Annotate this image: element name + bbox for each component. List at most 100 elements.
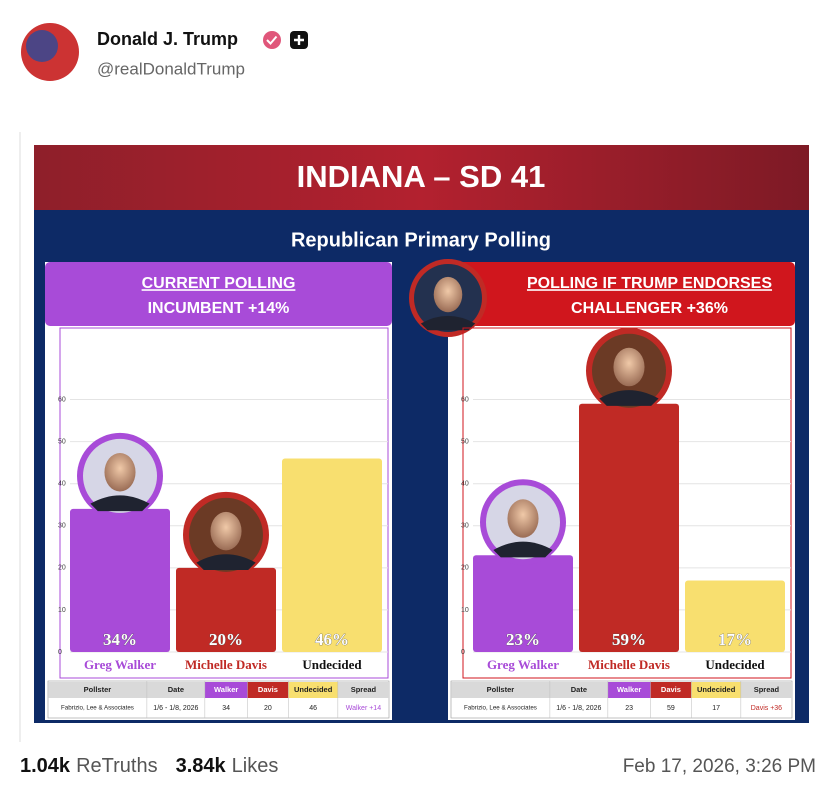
y-tick-label: 10 xyxy=(58,607,66,614)
y-tick-label: 30 xyxy=(58,523,66,530)
y-tick-label: 0 xyxy=(58,649,62,656)
table-header-cell xyxy=(337,682,389,698)
likes-count[interactable]: 3.84k xyxy=(176,755,227,777)
graphic-subtitle: Republican Primary Polling xyxy=(291,229,551,251)
handle[interactable]: @realDonaldTrump xyxy=(97,59,245,78)
bar xyxy=(176,567,276,652)
panel-title: CURRENT POLLING xyxy=(142,275,296,292)
bar xyxy=(282,458,382,652)
y-tick-label: 0 xyxy=(461,649,465,656)
category-label: Greg Walker xyxy=(84,657,156,672)
photo-face xyxy=(433,276,463,313)
table-cell: 1/6 - 1/8, 2026 xyxy=(153,705,198,712)
table-header-cell xyxy=(288,682,338,698)
graphic-title: INDIANA – SD 41 xyxy=(297,159,546,194)
table-cell: 59 xyxy=(667,705,675,712)
table-header-cell xyxy=(740,682,792,698)
table-cell: 23 xyxy=(625,705,633,712)
table-header: Date xyxy=(168,685,184,694)
likes-label[interactable]: Likes xyxy=(232,755,279,777)
y-tick-label: 40 xyxy=(58,481,66,488)
category-label: Undecided xyxy=(302,657,362,672)
table-cell: Fabrizio, Lee & Associates xyxy=(61,705,134,712)
category-label: Greg Walker xyxy=(487,657,559,672)
table-header: Davis xyxy=(661,685,681,694)
retruths-label[interactable]: ReTruths xyxy=(76,755,158,777)
category-label: Undecided xyxy=(705,657,765,672)
category-label: Michelle Davis xyxy=(185,657,267,672)
category-label: Michelle Davis xyxy=(588,657,670,672)
table-header: Date xyxy=(571,685,587,694)
value-label: 23% xyxy=(506,630,540,649)
table-cell: 34 xyxy=(222,705,230,712)
y-tick-label: 20 xyxy=(461,565,469,572)
photo-body xyxy=(90,495,150,512)
table-header: Walker xyxy=(617,685,641,694)
table-header-cell xyxy=(607,682,651,698)
panel-header xyxy=(448,262,795,326)
photo-face xyxy=(210,511,242,551)
bar xyxy=(685,580,785,652)
table-header: Undecided xyxy=(294,685,333,694)
table-header-cell xyxy=(247,682,289,698)
y-tick-label: 40 xyxy=(461,481,469,488)
photo-face xyxy=(613,347,645,387)
value-label: 46% xyxy=(315,630,349,649)
photo-face xyxy=(104,452,136,492)
panel-title: POLLING IF TRUMP ENDORSES xyxy=(527,275,772,292)
table-cell: Walker +14 xyxy=(346,705,381,712)
table-header-cell xyxy=(451,682,550,698)
y-tick-label: 30 xyxy=(461,523,469,530)
retruths-count[interactable]: 1.04k xyxy=(20,755,71,777)
table-header: Spread xyxy=(351,685,377,694)
photo-body xyxy=(196,554,256,570)
bar xyxy=(579,403,679,652)
plus-icon xyxy=(294,35,304,45)
table-cell: Fabrizio, Lee & Associates xyxy=(464,705,537,712)
verified-badge xyxy=(263,31,281,49)
plot-frame xyxy=(59,327,389,679)
panel-subtitle: CHALLENGER +36% xyxy=(571,300,728,317)
value-label: 17% xyxy=(718,630,752,649)
table-cell: 46 xyxy=(309,705,317,712)
display-name[interactable]: Donald J. Trump xyxy=(97,29,238,49)
stats: 1.04k ReTruths 3.84k Likes xyxy=(20,755,278,777)
table-header: Pollster xyxy=(487,685,515,694)
table-header: Pollster xyxy=(84,685,112,694)
bar xyxy=(473,555,573,652)
value-label: 34% xyxy=(103,630,137,649)
y-tick-label: 10 xyxy=(461,607,469,614)
value-label: 59% xyxy=(612,630,646,649)
y-tick-label: 20 xyxy=(58,565,66,572)
y-tick-label: 50 xyxy=(461,438,469,445)
timestamp[interactable]: Feb 17, 2026, 3:26 PM xyxy=(623,756,816,777)
table-cell: Davis +36 xyxy=(751,705,782,712)
table-header: Undecided xyxy=(697,685,736,694)
table-header: Walker xyxy=(214,685,238,694)
table-cell: 17 xyxy=(712,705,720,712)
y-tick-label: 60 xyxy=(58,396,66,403)
photo-body xyxy=(420,315,476,331)
table-header-cell xyxy=(204,682,248,698)
verified-check xyxy=(266,35,278,45)
table-header-cell xyxy=(691,682,741,698)
bar xyxy=(70,508,170,652)
table-header: Spread xyxy=(754,685,780,694)
table-header-cell xyxy=(48,682,147,698)
value-label: 20% xyxy=(209,630,243,649)
table-header: Davis xyxy=(258,685,278,694)
photo-face xyxy=(507,499,539,538)
table-cell: 20 xyxy=(264,705,272,712)
table-header-cell xyxy=(549,682,608,698)
photo-body xyxy=(493,541,553,558)
table-cell: 1/6 - 1/8, 2026 xyxy=(556,705,601,712)
table-header-cell xyxy=(146,682,205,698)
table-header-cell xyxy=(650,682,692,698)
y-tick-label: 60 xyxy=(461,396,469,403)
avatar-detail xyxy=(26,30,58,62)
photo-body xyxy=(599,390,659,406)
panel-subtitle: INCUMBENT +14% xyxy=(148,300,290,317)
panel-header xyxy=(45,262,392,326)
